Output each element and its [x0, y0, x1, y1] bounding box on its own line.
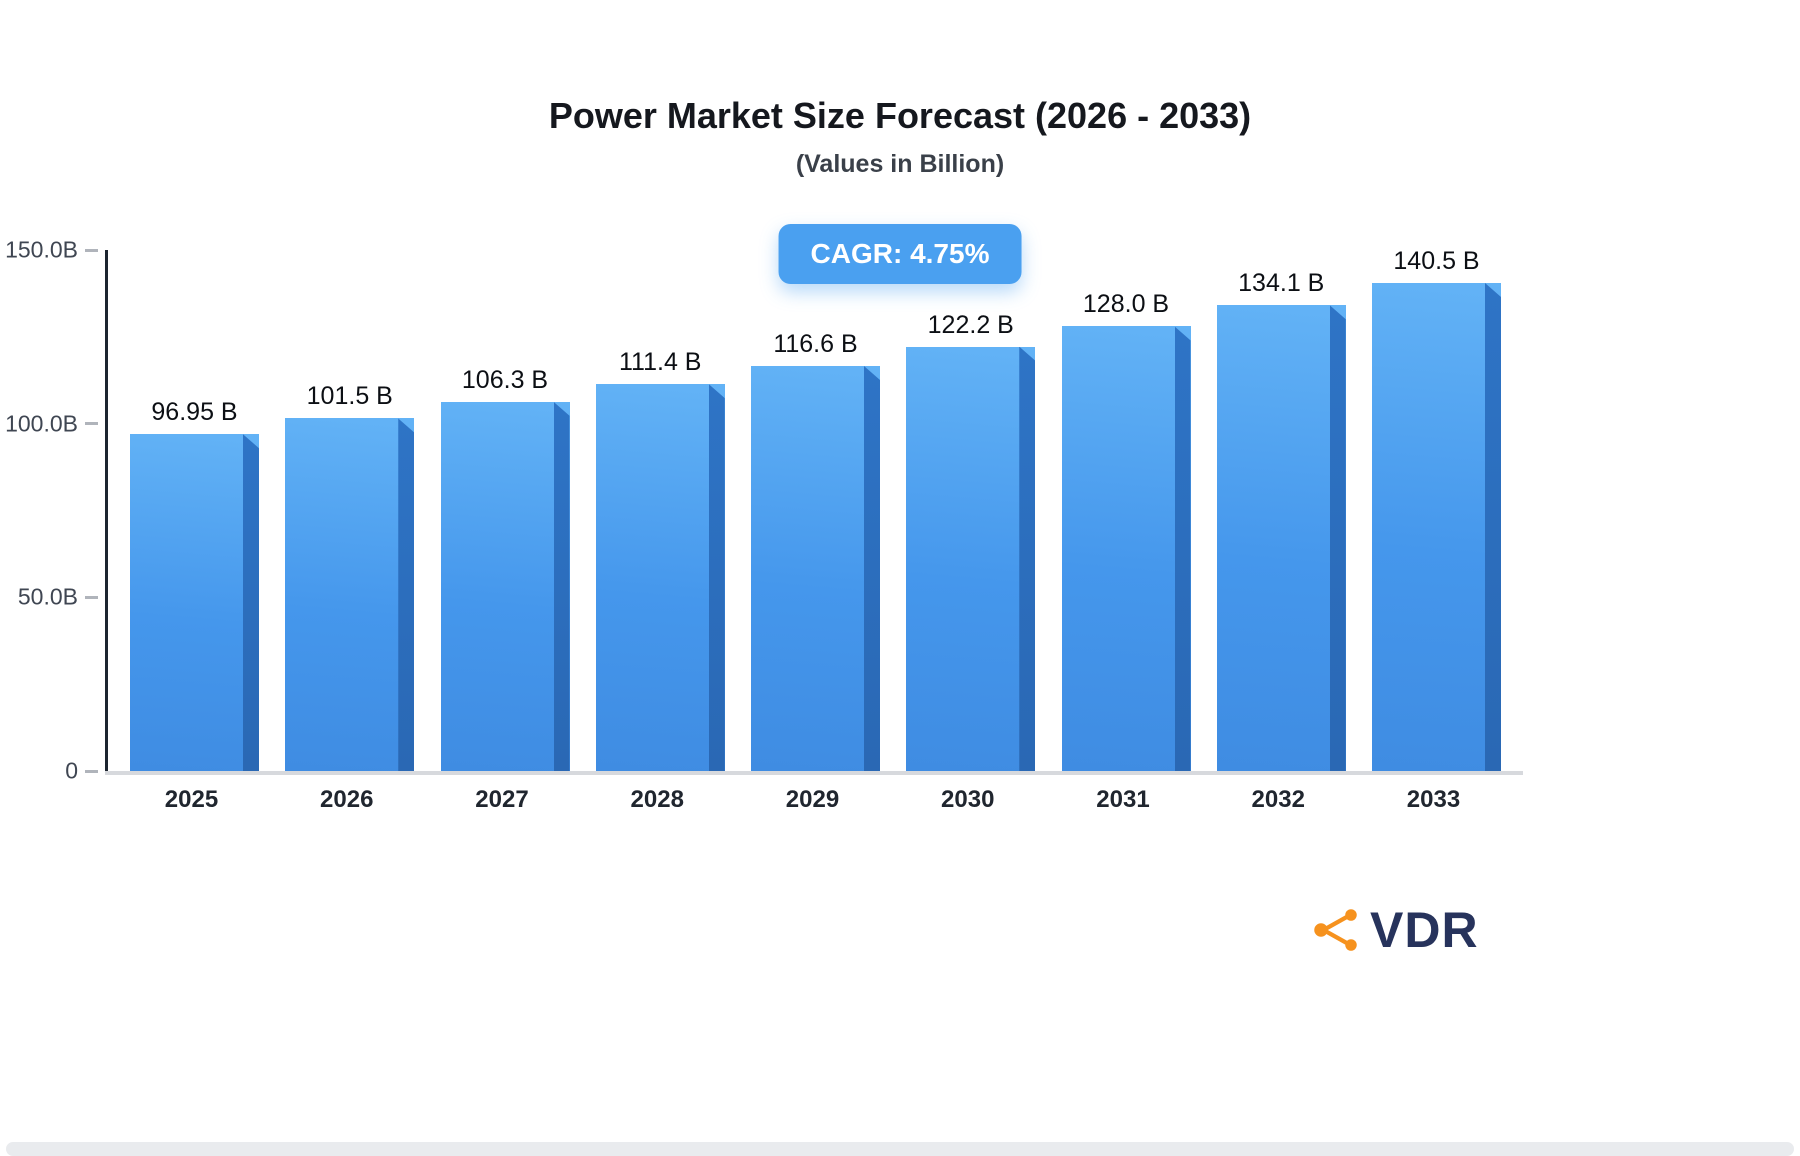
y-tick-mark	[85, 422, 98, 426]
x-axis-label: 2027	[475, 786, 529, 813]
bar-group: 116.6 B	[751, 330, 880, 771]
bar	[440, 401, 570, 771]
share-network-icon	[1314, 909, 1357, 951]
bar	[1372, 283, 1501, 771]
y-tick-label: 50.0B	[17, 583, 78, 610]
x-axis-baseline	[105, 771, 1523, 775]
bar	[595, 384, 725, 771]
cagr-badge: CAGR: 4.75%	[778, 224, 1022, 284]
bar-side-face	[1174, 326, 1191, 771]
x-axis-label: 2032	[1251, 786, 1305, 813]
bar-value-label: 140.5 B	[1393, 247, 1480, 275]
bar-side-face	[243, 434, 259, 771]
logo-text: VDR	[1370, 902, 1479, 958]
y-tick-label: 150.0B	[5, 236, 78, 263]
chart-title: Power Market Size Forecast (2026 - 2033)	[548, 95, 1252, 136]
x-axis-label: 2025	[164, 786, 219, 813]
x-axis-label: 2033	[1406, 786, 1461, 813]
bar-value-label: 96.95 B	[151, 398, 238, 427]
bar-value-label: 101.5 B	[306, 382, 393, 411]
bar-group: 122.2 B	[906, 310, 1036, 771]
bar-group: 106.3 B	[440, 365, 570, 771]
y-tick-label: 100.0B	[5, 410, 78, 437]
bar-value-label: 134.1 B	[1238, 269, 1325, 298]
bar	[285, 418, 415, 771]
y-tick-mark	[85, 769, 98, 773]
x-axis-label: 2031	[1096, 786, 1150, 813]
x-axis-label: 2030	[941, 786, 995, 813]
x-axis-label: 2026	[320, 786, 374, 813]
bar-group: 128.0 B	[1061, 290, 1191, 771]
x-axis-label: 2029	[785, 786, 840, 813]
bar-side-face	[1019, 346, 1036, 771]
y-tick-label: 0	[65, 757, 78, 784]
bar	[751, 366, 880, 771]
bar-value-label: 128.0 B	[1082, 290, 1170, 319]
bars: 96.95 B 101.5 B 106.3 B 111.4 B 116.6 B 122.2…	[108, 247, 1523, 771]
bar-group: 111.4 B	[595, 348, 725, 771]
bar	[1216, 305, 1346, 771]
bar-side-face	[864, 366, 880, 771]
bar-group: 101.5 B	[285, 382, 415, 771]
bar-value-label: 122.2 B	[927, 310, 1014, 339]
bar-side-face	[398, 418, 415, 771]
bar	[906, 346, 1036, 771]
chart-subtitle: (Values in Billion)	[795, 150, 1005, 178]
horizontal-scrollbar[interactable]	[6, 1142, 1794, 1156]
y-tick-mark	[85, 595, 98, 599]
bar-side-face	[708, 384, 725, 771]
bar-side-face	[1485, 283, 1501, 771]
bar-side-face	[553, 401, 570, 771]
bar-group: 134.1 B	[1216, 269, 1346, 771]
y-axis: 0 50.0B 100.0B 150.0B	[0, 237, 102, 784]
bar-value-label: 111.4 B	[619, 348, 702, 377]
bar-group: 96.95 B	[130, 398, 259, 771]
bar-value-label: 106.3 B	[461, 365, 549, 394]
x-axis-labels: 2025 2026 2027 2028 2029 2030 2031 2032 2033	[105, 786, 1520, 814]
bar-value-label: 116.6 B	[773, 330, 858, 359]
bar	[130, 434, 259, 771]
vdr-logo: VDR	[1306, 900, 1479, 960]
x-axis-label: 2028	[630, 786, 684, 813]
bar	[1061, 326, 1191, 771]
y-tick-mark	[85, 248, 98, 252]
plot-area: 96.95 B 101.5 B 106.3 B 111.4 B 116.6 B 122.2…	[105, 247, 1523, 775]
bar-side-face	[1329, 305, 1346, 771]
bar-group: 140.5 B	[1372, 247, 1501, 771]
